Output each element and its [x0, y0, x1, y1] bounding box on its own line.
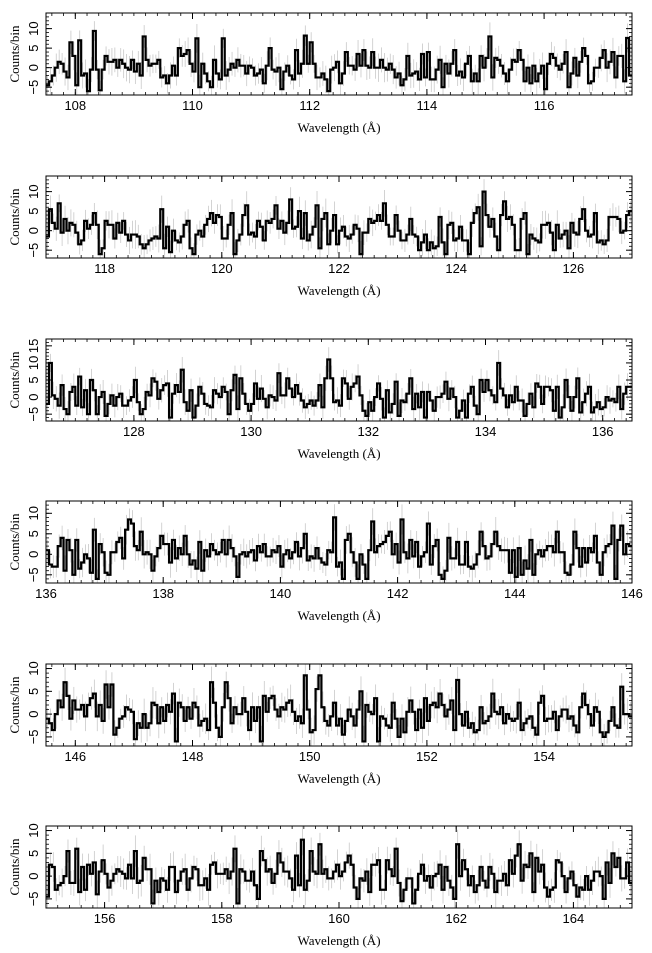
x-axis-label: Wavelength (Å): [297, 446, 380, 461]
x-tick-label: 128: [123, 424, 145, 439]
x-tick-label: 120: [211, 261, 233, 276]
x-tick-label: 160: [328, 911, 350, 926]
panel-3-data: [46, 347, 632, 421]
panel-3: 128 130 132 134 136 −5 0 5 10 15 Counts/bin Wavelen…: [7, 338, 633, 461]
x-tick-label: 152: [416, 749, 438, 764]
x-tick-label: 122: [328, 261, 350, 276]
x-tick-label: 138: [152, 586, 174, 601]
x-tick-label: 108: [64, 98, 86, 113]
panel-4-data: [46, 504, 632, 583]
y-tick-label: −5: [26, 407, 41, 422]
y-tick-label: 5: [26, 45, 41, 52]
spectrum-histogram-line: [46, 190, 632, 256]
panel-6-data: [46, 826, 632, 908]
y-tick-label: 10: [26, 506, 41, 520]
x-axis-label: Wavelength (Å): [297, 771, 380, 786]
y-axis-label: Counts/bin: [7, 188, 22, 246]
x-tick-label: 154: [533, 749, 555, 764]
y-tick-label: 0: [26, 64, 41, 71]
y-axis-label: Counts/bin: [7, 25, 22, 83]
y-tick-label: 0: [26, 710, 41, 717]
x-tick-label: 146: [64, 749, 86, 764]
y-tick-label: 5: [26, 850, 41, 857]
x-tick-label: 136: [35, 586, 57, 601]
spectrum-histogram-line: [46, 838, 632, 905]
x-tick-label: 140: [270, 586, 292, 601]
y-tick-label: 10: [26, 356, 41, 370]
panel-5-data: [46, 664, 632, 746]
y-tick-label: 0: [26, 227, 41, 234]
x-tick-label: 134: [475, 424, 497, 439]
y-tick-label: 0: [26, 551, 41, 558]
y-tick-label: −5: [26, 567, 41, 582]
x-tick-label: 142: [387, 586, 409, 601]
y-tick-label: 5: [26, 688, 41, 695]
x-tick-label: 156: [94, 911, 116, 926]
spectrum-histogram-line: [46, 674, 632, 743]
y-tick-label: 10: [26, 823, 41, 837]
spectrum-histogram-line: [46, 516, 632, 580]
y-tick-label: 5: [26, 208, 41, 215]
y-tick-label: 5: [26, 530, 41, 537]
panel-2: 118 120 122 124 126 −5 0 5 10 Counts/bin Wavelengt…: [7, 175, 633, 298]
x-tick-label: 112: [299, 98, 320, 113]
y-tick-label: −5: [26, 729, 41, 744]
panel-6: 156 158 160 162 164 −5 0 5 10 Counts/bin Wavelengt…: [7, 823, 633, 948]
x-tick-label: 116: [534, 98, 555, 113]
x-tick-label: 144: [504, 586, 526, 601]
y-tick-label: 0: [26, 872, 41, 879]
x-tick-label: 130: [240, 424, 262, 439]
y-tick-label: 10: [26, 661, 41, 675]
y-axis-label: Counts/bin: [7, 838, 22, 896]
y-axis-label: Counts/bin: [7, 351, 22, 409]
panel-4: 136 138 140 142 144 146 −5 0 5 10 Counts/bin Wavele…: [7, 500, 643, 623]
x-tick-label: 118: [94, 261, 115, 276]
x-tick-label: 150: [299, 749, 321, 764]
panel-5: 146 148 150 152 154 −5 0 5 10 Counts/bin Wavelengt…: [7, 661, 633, 786]
spectrum-histogram-line: [46, 358, 632, 419]
y-tick-label: 5: [26, 376, 41, 383]
panel-1-data: [46, 21, 632, 95]
x-tick-label: 124: [445, 261, 467, 276]
x-axis-label: Wavelength (Å): [297, 608, 380, 623]
x-tick-label: 132: [357, 424, 379, 439]
x-axis-label: Wavelength (Å): [297, 283, 380, 298]
y-tick-label: −5: [26, 243, 41, 258]
x-axis-label: Wavelength (Å): [297, 120, 380, 135]
x-tick-label: 148: [182, 749, 204, 764]
x-tick-label: 110: [182, 98, 203, 113]
plot-frame: [45, 12, 633, 96]
x-tick-label: 162: [445, 911, 467, 926]
x-tick-label: 146: [621, 586, 643, 601]
x-tick-label: 158: [211, 911, 233, 926]
x-tick-label: 136: [592, 424, 614, 439]
y-axis-label: Counts/bin: [7, 676, 22, 734]
y-tick-label: −5: [26, 891, 41, 906]
y-tick-label: 10: [26, 184, 41, 198]
spectrum-histogram-line: [46, 29, 632, 93]
plot-frame: [45, 175, 633, 259]
x-tick-label: 164: [563, 911, 585, 926]
x-tick-label: 126: [563, 261, 585, 276]
y-tick-label: 10: [26, 21, 41, 35]
x-tick-label: 114: [417, 98, 438, 113]
panel-2-data: [46, 179, 632, 258]
y-tick-label: 0: [26, 393, 41, 400]
y-tick-label: 15: [26, 339, 41, 353]
x-axis-label: Wavelength (Å): [297, 933, 380, 948]
panel-1: 108 110 112 114 116 −5 0 5 10 Counts/bin Wavelengt…: [7, 12, 633, 135]
y-tick-label: −5: [26, 80, 41, 95]
y-axis-label: Counts/bin: [7, 513, 22, 571]
